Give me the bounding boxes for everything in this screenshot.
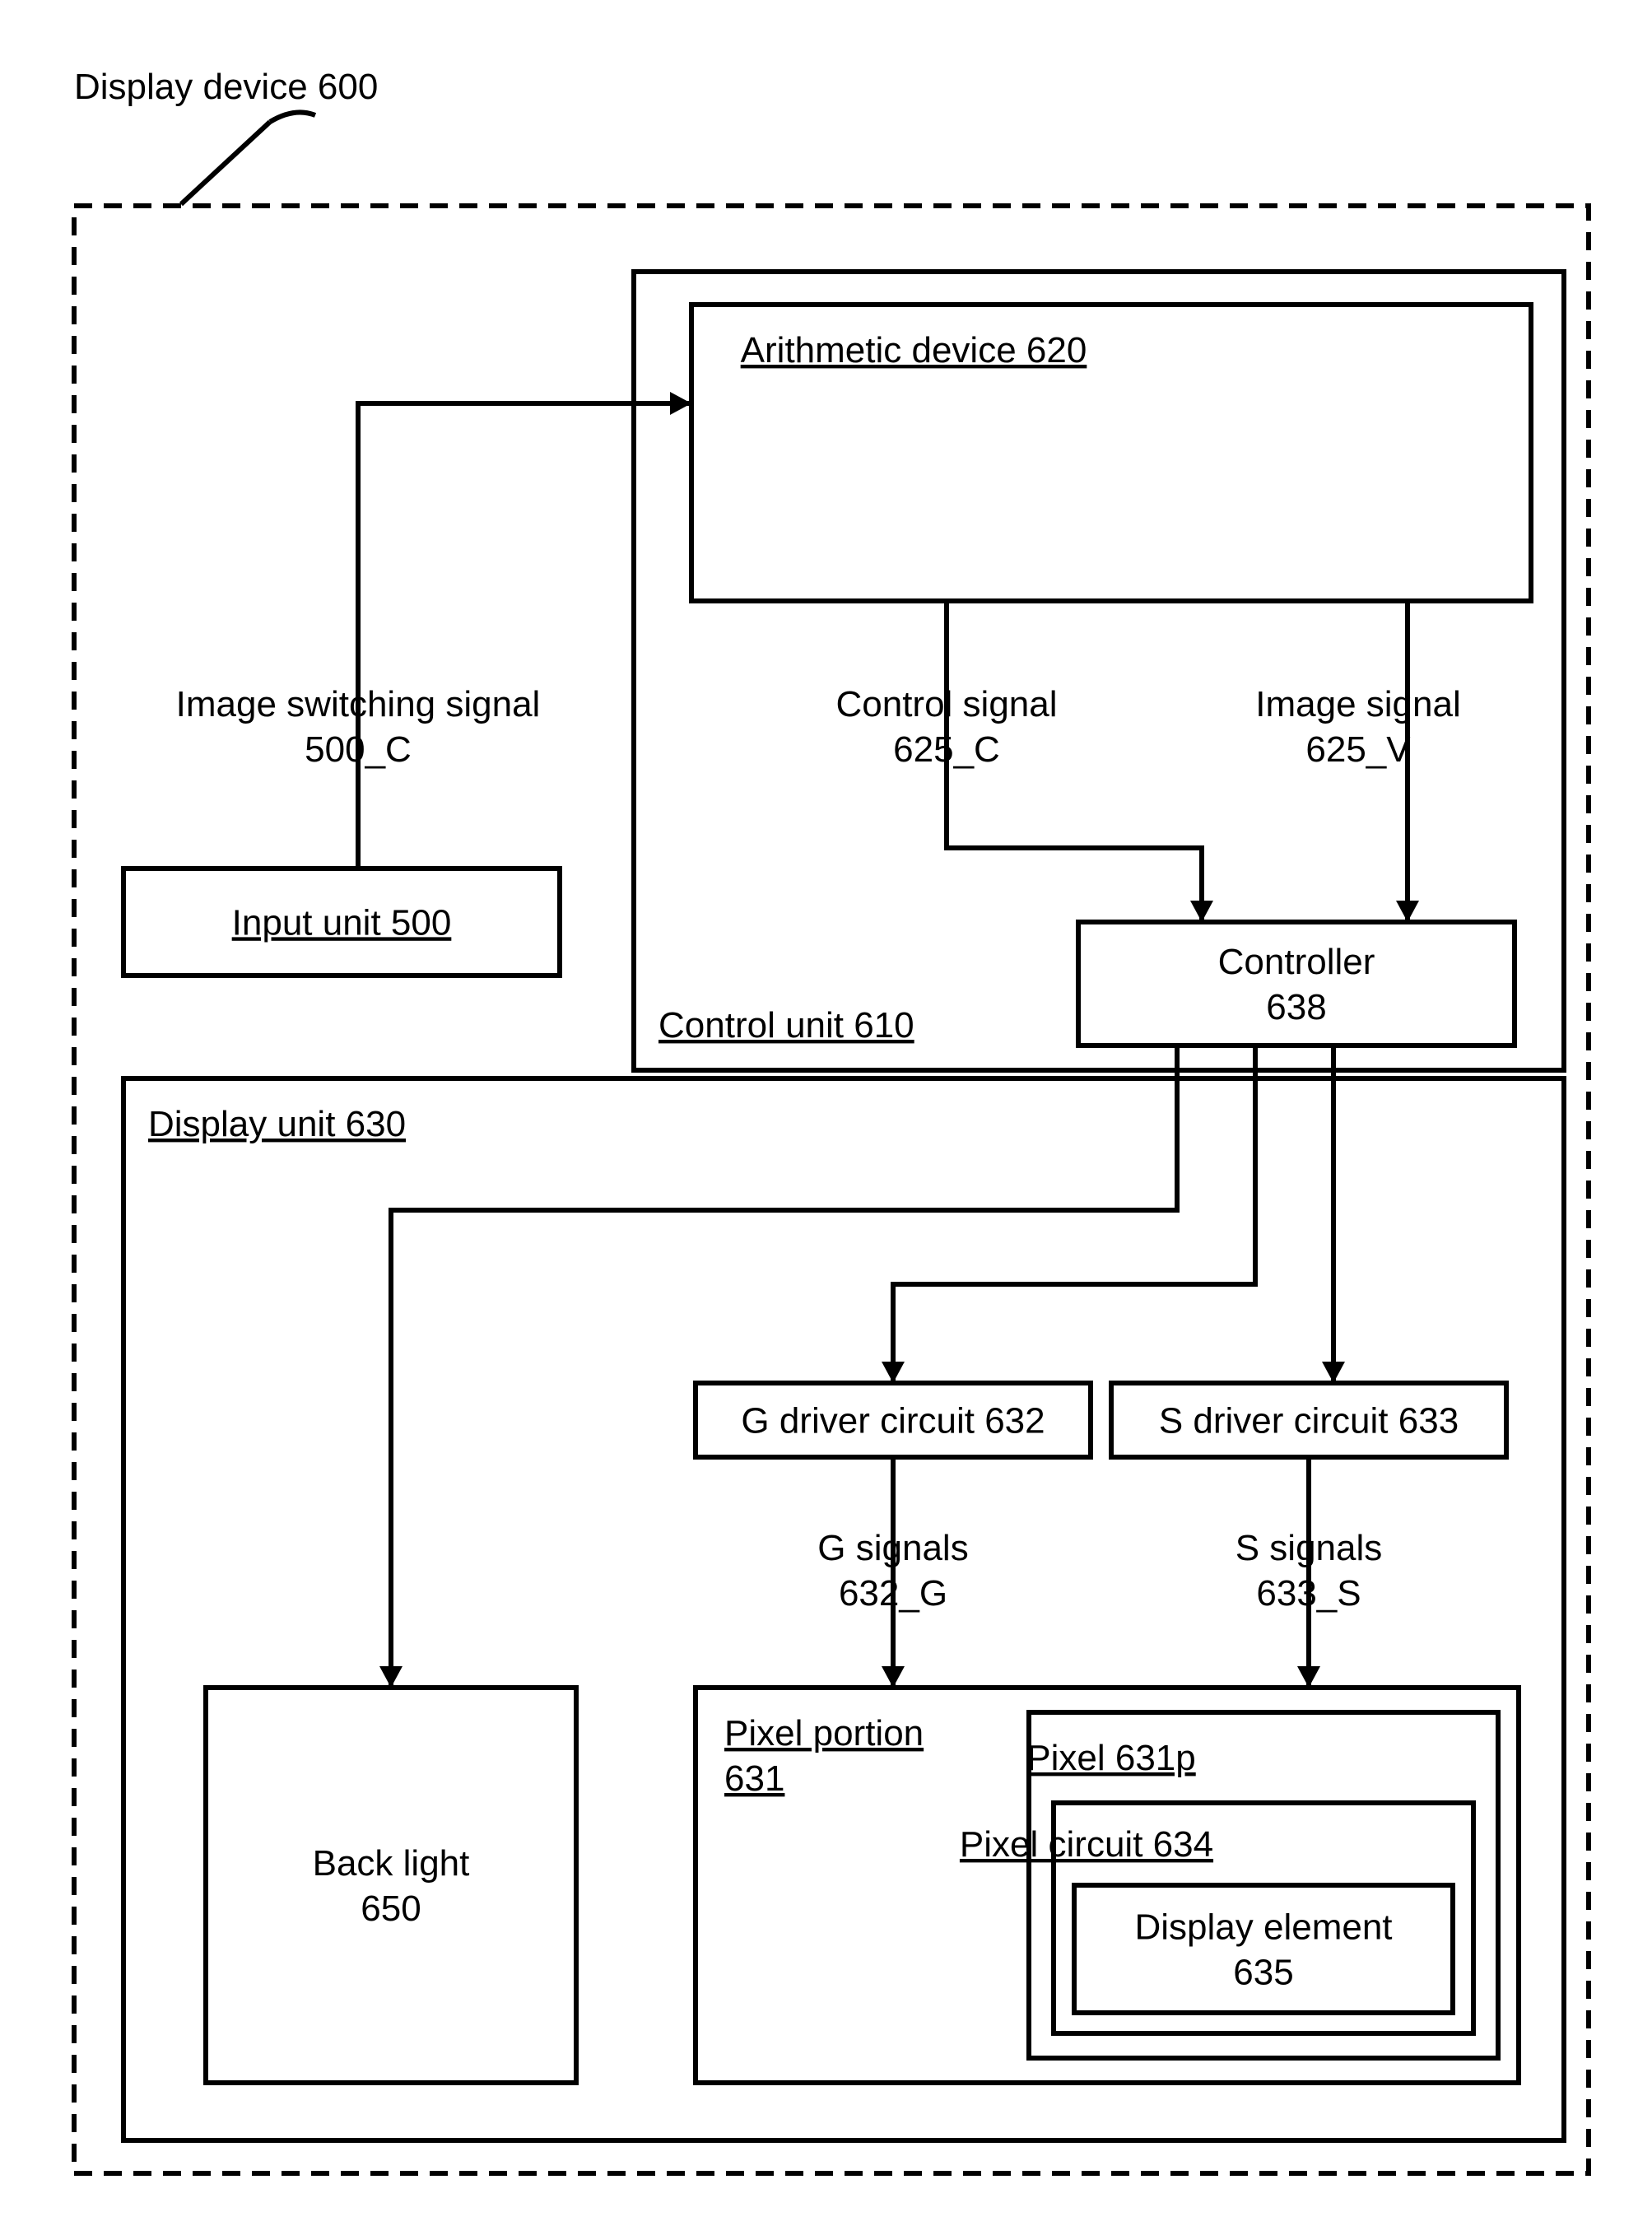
svg-text:631: 631 <box>724 1758 784 1799</box>
svg-text:Back light: Back light <box>313 1843 470 1884</box>
svg-text:Arithmetic device 620: Arithmetic device 620 <box>741 330 1087 370</box>
svg-text:Display device 600: Display device 600 <box>74 67 378 107</box>
svg-text:650: 650 <box>361 1888 421 1929</box>
svg-text:Display element: Display element <box>1134 1907 1392 1947</box>
svg-text:Display unit 630: Display unit 630 <box>148 1104 406 1144</box>
svg-text:638: 638 <box>1266 987 1326 1027</box>
svg-text:Pixel portion: Pixel portion <box>724 1713 924 1753</box>
svg-text:Controller: Controller <box>1218 942 1375 982</box>
svg-text:625_V: 625_V <box>1305 729 1411 770</box>
svg-text:Control unit 610: Control unit 610 <box>658 1005 914 1045</box>
svg-text:S driver circuit 633: S driver circuit 633 <box>1159 1400 1459 1441</box>
svg-text:G driver circuit 632: G driver circuit 632 <box>741 1400 1045 1441</box>
svg-text:635: 635 <box>1233 1952 1293 1992</box>
svg-text:Pixel 631p: Pixel 631p <box>1026 1738 1195 1778</box>
svg-text:Input unit 500: Input unit 500 <box>232 902 452 943</box>
svg-text:Image signal: Image signal <box>1255 684 1460 724</box>
svg-text:Pixel circuit 634: Pixel circuit 634 <box>960 1824 1213 1865</box>
